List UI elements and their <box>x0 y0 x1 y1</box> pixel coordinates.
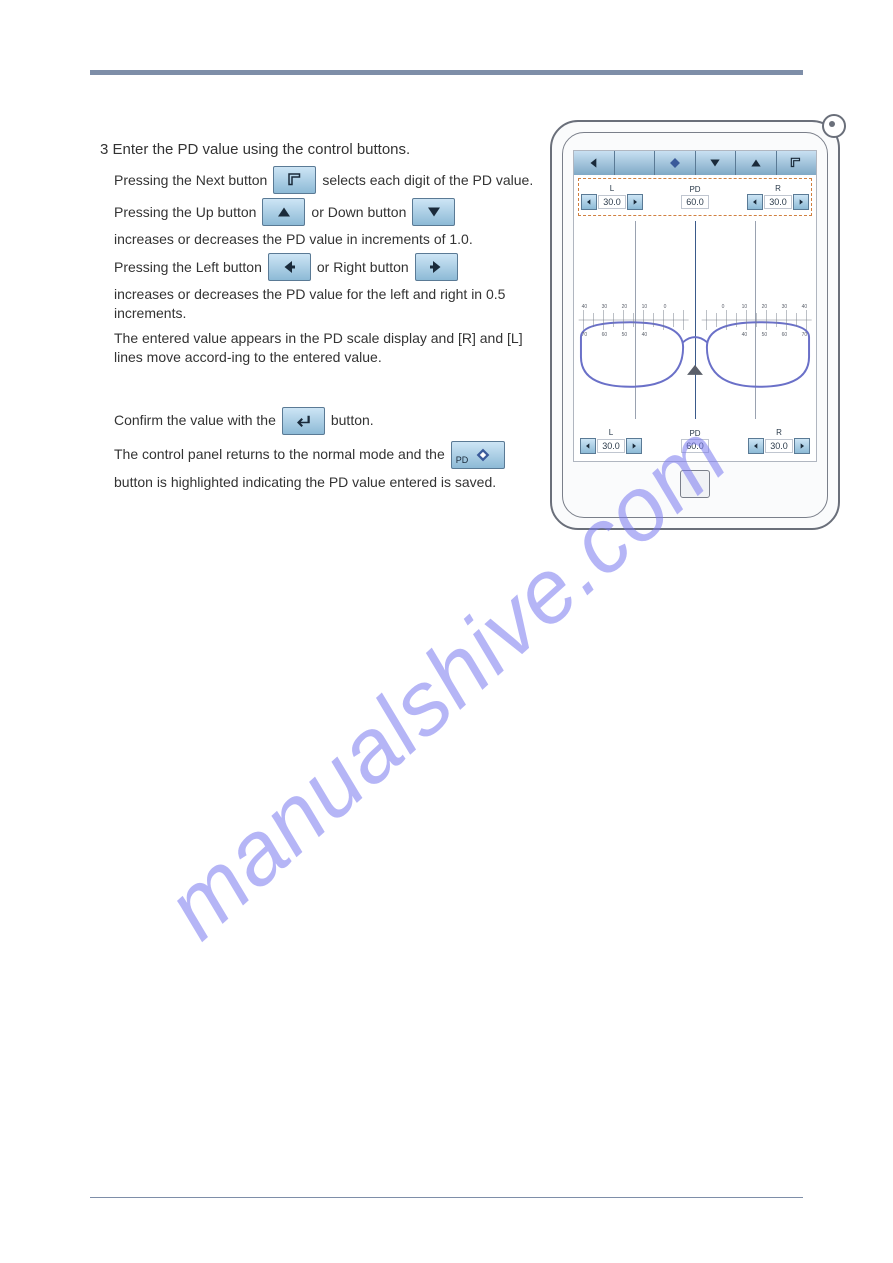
down-button-icon[interactable] <box>412 198 455 226</box>
pd-left-cell: L 30.0 <box>581 184 643 210</box>
text: or Right button <box>317 258 409 277</box>
bottom-rule <box>90 1197 803 1198</box>
chart-area: 40 30 20 10 0 70 60 50 40 <box>574 221 816 419</box>
pd-pd-label: PD <box>689 185 700 194</box>
pd-r-val-b: 30.0 <box>765 439 793 453</box>
right-arrow-icon[interactable] <box>793 194 809 210</box>
svg-text:0: 0 <box>721 304 724 310</box>
right-arrow-icon[interactable] <box>626 438 642 454</box>
svg-text:40: 40 <box>741 332 747 337</box>
tb-next-icon[interactable] <box>777 151 817 175</box>
pd-pd-label-b: PD <box>689 429 700 438</box>
instruction-text: 3 Enter the PD value using the control b… <box>100 140 540 496</box>
svg-text:20: 20 <box>622 304 628 310</box>
tb-left-icon[interactable] <box>574 151 615 175</box>
next-button-icon[interactable] <box>273 166 316 194</box>
text: Pressing the Next button <box>114 171 267 190</box>
tb-pd-icon[interactable] <box>655 151 696 175</box>
svg-text:50: 50 <box>761 332 767 337</box>
step-heading: 3 Enter the PD value using the control b… <box>100 140 540 160</box>
svg-text:60: 60 <box>602 332 608 337</box>
tb-down-icon[interactable] <box>696 151 737 175</box>
pd-right-cell-b: R 30.0 <box>748 428 810 454</box>
svg-text:40: 40 <box>582 304 588 310</box>
pd-r-label-b: R <box>776 428 782 437</box>
text: Pressing the Left button <box>114 258 262 277</box>
step3-line5: Confirm the value with the button. <box>114 407 540 435</box>
pd-row-bottom: L 30.0 PD 60.0 R 30.0 <box>578 424 812 458</box>
tb-up-icon[interactable] <box>736 151 777 175</box>
text: increases or decreases the PD value for … <box>114 285 540 323</box>
ruler-left: 40 30 20 10 0 70 60 50 40 <box>578 303 689 337</box>
svg-text:30: 30 <box>602 304 608 310</box>
step3-line3: Pressing the Left button or Right button… <box>114 253 540 323</box>
left-arrow-icon[interactable] <box>580 438 596 454</box>
step3-line1: Pressing the Next button selects each di… <box>114 166 540 194</box>
pd-pd-val: 60.0 <box>681 195 709 209</box>
pd-l-label: L <box>610 184 614 193</box>
svg-text:0: 0 <box>664 304 667 310</box>
svg-text:40: 40 <box>642 332 648 337</box>
text: selects each digit of the PD value. <box>322 171 533 190</box>
pd-r-label: R <box>775 184 781 193</box>
left-arrow-icon[interactable] <box>581 194 597 210</box>
device-illustration: L 30.0 PD 60.0 R 30.0 <box>550 120 840 530</box>
pd-center-cell: PD 60.0 <box>681 185 709 209</box>
text: The control panel returns to the normal … <box>114 445 445 464</box>
step3-line2: Pressing the Up button or Down button in… <box>114 198 540 249</box>
svg-text:20: 20 <box>761 304 767 310</box>
text: button. <box>331 411 374 430</box>
svg-text:60: 60 <box>781 332 787 337</box>
step3-line6: The control panel returns to the normal … <box>114 441 540 492</box>
pd-row-top: L 30.0 PD 60.0 R 30.0 <box>578 178 812 216</box>
pd-left-cell-b: L 30.0 <box>580 428 642 454</box>
right-arrow-icon[interactable] <box>627 194 643 210</box>
svg-text:30: 30 <box>781 304 787 310</box>
left-arrow-icon[interactable] <box>748 438 764 454</box>
svg-text:10: 10 <box>741 304 747 310</box>
svg-text:70: 70 <box>801 332 807 337</box>
svg-text:40: 40 <box>801 304 807 310</box>
pd-center-cell-b: PD 60.0 <box>681 429 709 453</box>
pd-right-cell: R 30.0 <box>747 184 809 210</box>
enter-button-icon[interactable] <box>282 407 325 435</box>
device-sensor-icon <box>822 114 846 138</box>
right-arrow-icon[interactable] <box>794 438 810 454</box>
svg-text:70: 70 <box>582 332 588 337</box>
pd-r-val: 30.0 <box>764 195 792 209</box>
ruler-right: 0 10 20 30 40 40 50 60 70 <box>701 303 812 337</box>
text: Confirm the value with the <box>114 411 276 430</box>
device-home-button[interactable] <box>680 470 710 498</box>
top-rule <box>90 70 803 75</box>
up-button-icon[interactable] <box>262 198 305 226</box>
right-button-icon[interactable] <box>415 253 458 281</box>
pd-button-icon[interactable]: PD <box>451 441 505 469</box>
pd-l-label-b: L <box>609 428 613 437</box>
left-button-icon[interactable] <box>268 253 311 281</box>
pd-l-val: 30.0 <box>598 195 626 209</box>
text: Pressing the Up button <box>114 203 256 222</box>
pd-l-val-b: 30.0 <box>597 439 625 453</box>
text: or Down button <box>311 203 406 222</box>
left-arrow-icon[interactable] <box>747 194 763 210</box>
text: increases or decreases the PD value in i… <box>114 230 473 249</box>
screen-toolbar <box>574 151 816 175</box>
svg-text:10: 10 <box>642 304 648 310</box>
device-screen: L 30.0 PD 60.0 R 30.0 <box>573 150 817 462</box>
text: button is highlighted indicating the PD … <box>114 473 496 492</box>
tb-blank-icon[interactable] <box>615 151 656 175</box>
step3-line4: The entered value appears in the PD scal… <box>114 329 540 367</box>
svg-text:50: 50 <box>622 332 628 337</box>
pd-pd-val-b: 60.0 <box>681 439 709 453</box>
